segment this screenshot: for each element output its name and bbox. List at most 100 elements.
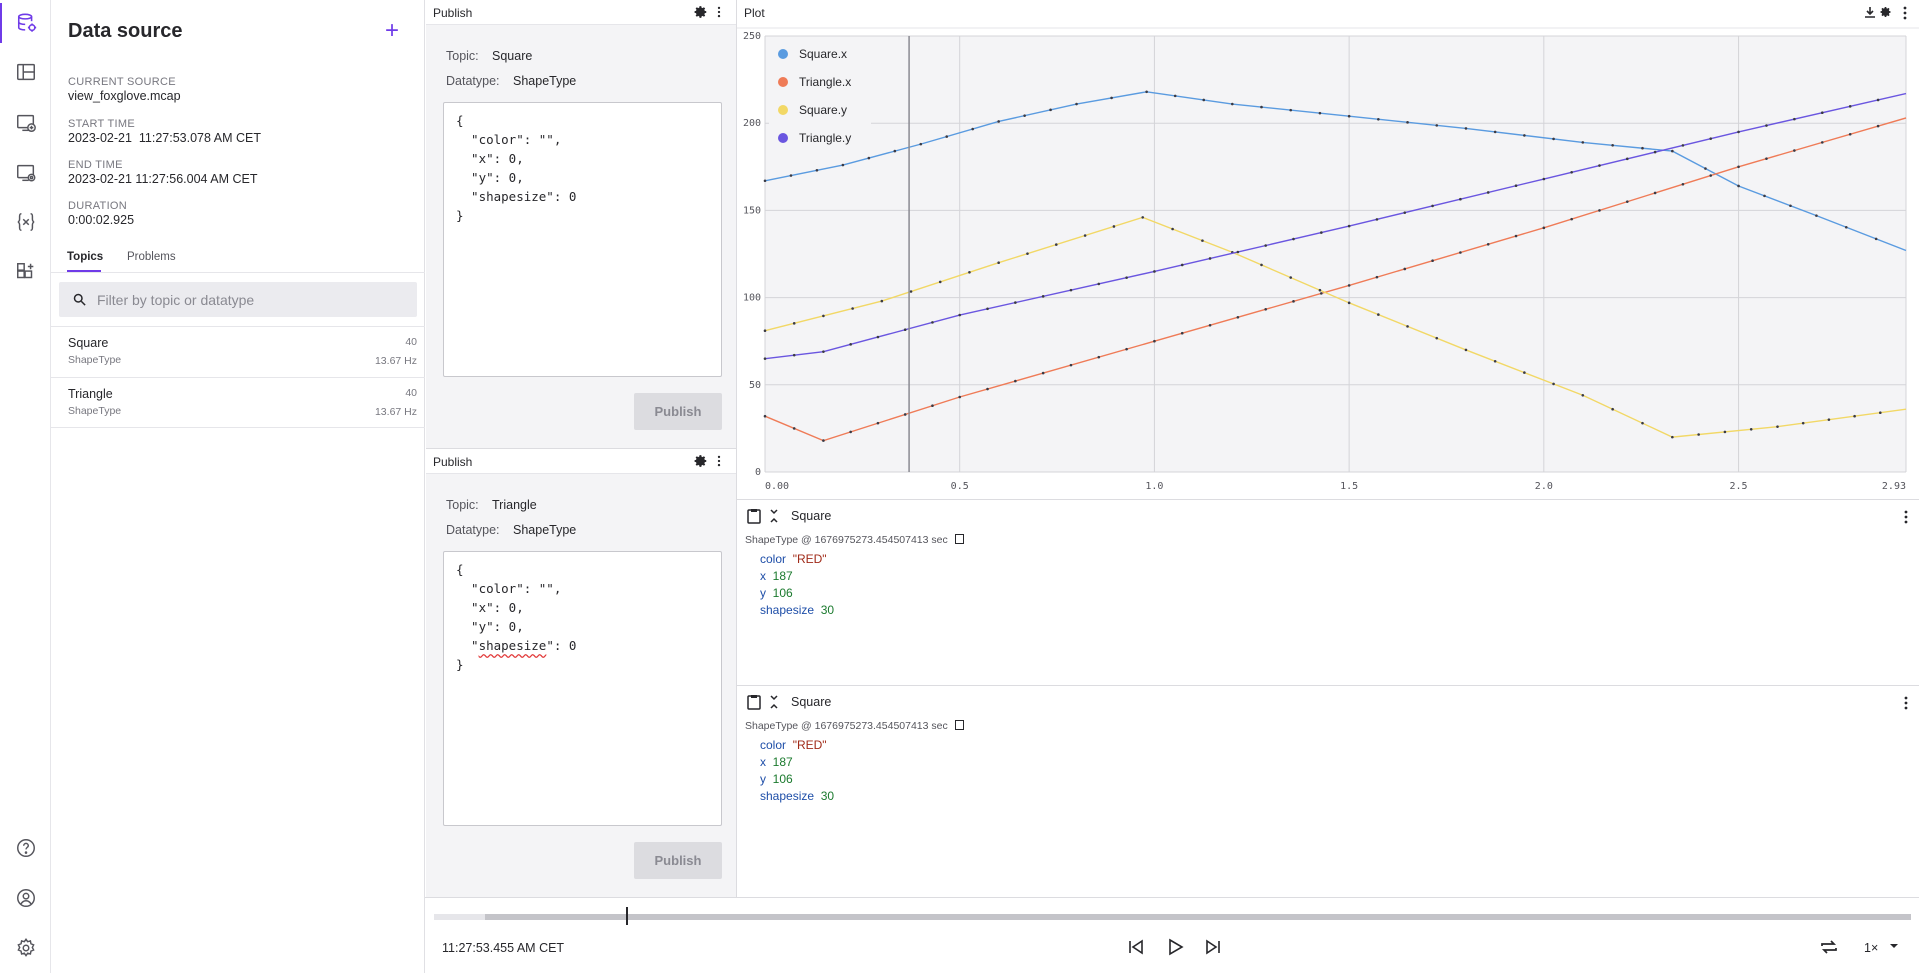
data-point: [1069, 288, 1073, 292]
data-point: [1153, 339, 1156, 343]
start-time-value: 2023-02-21 11:27:53.078 AM CET: [68, 131, 261, 145]
data-point: [876, 335, 880, 339]
more-vertical-icon[interactable]: [712, 454, 726, 468]
data-point: [1464, 127, 1468, 130]
legend-swatch[interactable]: [778, 77, 788, 87]
current-source-label: CURRENT SOURCE: [68, 76, 176, 88]
legend-swatch[interactable]: [778, 133, 788, 143]
topic-row-square[interactable]: Square ShapeType 40 13.67 Hz: [51, 326, 425, 377]
field-x: x 187: [760, 755, 793, 769]
data-point: [1523, 371, 1526, 374]
settings-icon[interactable]: [0, 928, 51, 968]
copy-icon[interactable]: [954, 720, 964, 730]
data-point: [1641, 146, 1644, 150]
data-point: [1208, 257, 1212, 260]
data-point: [971, 127, 974, 131]
data-point: [1435, 336, 1439, 340]
data-point: [1125, 276, 1128, 279]
help-icon[interactable]: [0, 828, 51, 868]
extensions-icon[interactable]: [0, 252, 51, 292]
data-point: [1403, 211, 1407, 214]
topic-label: Topic:: [446, 498, 479, 512]
collapse-icon[interactable]: [769, 509, 779, 523]
legend-label[interactable]: Triangle.x: [799, 75, 851, 89]
x-tick-label: 2.93: [1882, 481, 1906, 492]
publish-button[interactable]: Publish: [634, 393, 722, 430]
legend-swatch[interactable]: [778, 49, 788, 59]
clipboard-icon[interactable]: [747, 694, 761, 710]
data-point: [1709, 174, 1713, 177]
data-point: [1202, 98, 1206, 102]
data-point: [1493, 130, 1497, 134]
tab-topics[interactable]: Topics: [67, 251, 104, 263]
more-vertical-icon[interactable]: [1903, 696, 1909, 710]
more-vertical-icon[interactable]: [1903, 6, 1907, 20]
topic-message-count: 40: [405, 387, 417, 399]
end-time-label: END TIME: [68, 159, 123, 171]
user-icon[interactable]: [0, 878, 51, 918]
data-point: [1653, 191, 1657, 195]
raw-topic-name[interactable]: Square: [791, 695, 832, 709]
message-editor[interactable]: { "color": "", "x": 0, "y": 0, "shapesiz…: [443, 102, 722, 377]
add-panel-icon[interactable]: [0, 103, 51, 143]
data-point: [931, 404, 934, 408]
data-point: [1709, 137, 1713, 140]
data-point: [903, 413, 907, 416]
panel-header: Publish: [426, 0, 736, 25]
data-point: [1171, 227, 1174, 231]
scrubber-handle[interactable]: [626, 907, 628, 925]
panel-title: Publish: [433, 455, 473, 469]
more-vertical-icon[interactable]: [712, 5, 726, 19]
chevron-down-icon[interactable]: [1886, 938, 1902, 954]
legend-background: [769, 40, 871, 150]
clipboard-icon[interactable]: [747, 508, 761, 524]
panels-icon[interactable]: [0, 52, 51, 92]
data-point: [867, 156, 871, 160]
variables-icon[interactable]: [0, 202, 51, 242]
plot-chart[interactable]: Plot 0.00 0.5 1.0 1.5 2.0 2.5 2.93 0 50 100 150 200…: [737, 0, 1919, 500]
data-point: [1403, 267, 1407, 271]
raw-topic-name[interactable]: Square: [791, 509, 832, 523]
topic-value: Triangle: [492, 498, 537, 512]
data-point: [841, 163, 845, 167]
seek-backward-icon[interactable]: [1125, 936, 1147, 958]
tab-problems[interactable]: Problems: [127, 251, 176, 263]
data-point: [792, 353, 796, 357]
gear-icon[interactable]: [694, 5, 708, 19]
topic-row-triangle[interactable]: Triangle ShapeType 40 13.67 Hz: [51, 377, 425, 428]
gear-icon[interactable]: [694, 454, 708, 468]
data-source-icon[interactable]: [0, 3, 51, 43]
panel-settings-icon[interactable]: [0, 153, 51, 193]
copy-icon[interactable]: [954, 534, 964, 544]
seek-forward-icon[interactable]: [1202, 936, 1224, 958]
gear-icon[interactable]: [1880, 7, 1891, 17]
legend-label[interactable]: Triangle.y: [799, 131, 851, 145]
legend-label[interactable]: Square.y: [799, 103, 847, 117]
playback-speed[interactable]: 1×: [1864, 941, 1879, 955]
data-point: [1320, 292, 1323, 295]
collapse-icon[interactable]: [769, 695, 779, 709]
data-point: [792, 322, 796, 325]
data-point: [1347, 114, 1351, 118]
publish-button[interactable]: Publish: [634, 842, 722, 879]
data-point: [1763, 194, 1766, 198]
message-editor[interactable]: { "color": "", "x": 0, "y": 0, "shapesiz…: [443, 551, 722, 826]
data-point: [1827, 418, 1831, 421]
play-icon[interactable]: [1164, 936, 1186, 958]
legend-label[interactable]: Square.x: [799, 47, 847, 61]
loop-icon[interactable]: [1818, 936, 1840, 958]
data-point: [1704, 167, 1707, 170]
add-icon[interactable]: +: [384, 17, 399, 44]
legend-swatch[interactable]: [778, 105, 788, 115]
data-point: [931, 321, 934, 324]
data-point: [1542, 177, 1546, 181]
data-point: [1737, 184, 1740, 188]
download-icon[interactable]: [1865, 7, 1875, 18]
more-vertical-icon[interactable]: [1903, 510, 1909, 524]
data-point: [1625, 157, 1629, 161]
data-point: [1173, 94, 1177, 98]
plot-area[interactable]: [765, 36, 1906, 472]
topic-filter-input[interactable]: [97, 282, 407, 317]
data-point: [1377, 117, 1380, 121]
data-point: [1581, 141, 1585, 144]
